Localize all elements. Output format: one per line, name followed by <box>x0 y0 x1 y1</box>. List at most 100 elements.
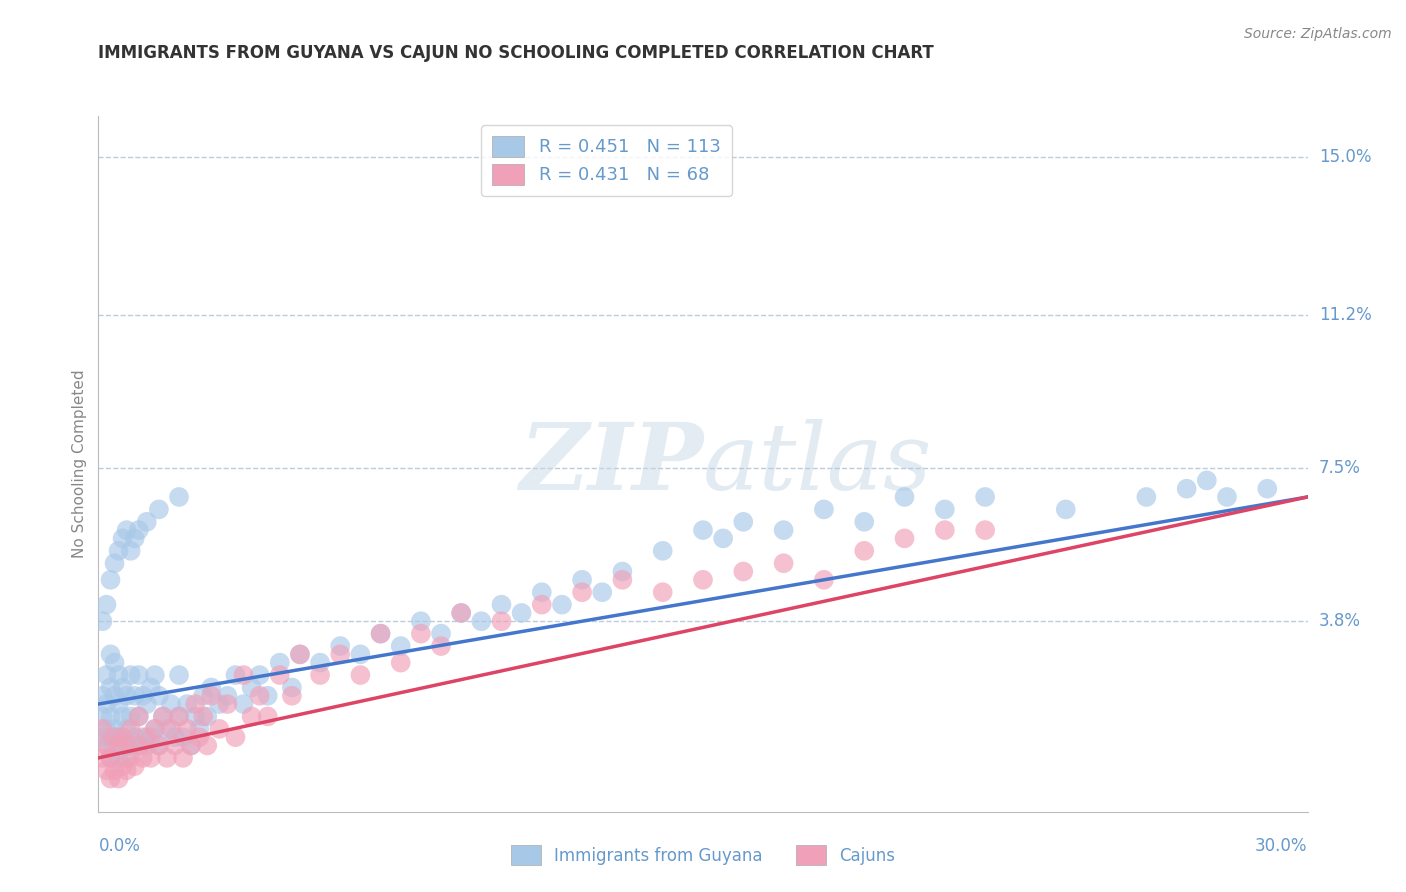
Point <box>217 689 239 703</box>
Point <box>115 689 138 703</box>
Point <box>349 648 371 662</box>
Point <box>148 739 170 753</box>
Point <box>1195 474 1218 488</box>
Point <box>813 573 835 587</box>
Point <box>91 730 114 744</box>
Point <box>96 722 118 736</box>
Point <box>152 709 174 723</box>
Point <box>934 502 956 516</box>
Point <box>135 730 157 744</box>
Point <box>139 681 162 695</box>
Point <box>491 614 513 628</box>
Point <box>115 523 138 537</box>
Point <box>591 585 613 599</box>
Text: atlas: atlas <box>703 419 932 508</box>
Point <box>156 751 179 765</box>
Point <box>530 585 553 599</box>
Point <box>692 523 714 537</box>
Point <box>256 709 278 723</box>
Point <box>103 656 125 670</box>
Point <box>450 606 472 620</box>
Point <box>135 697 157 711</box>
Point <box>143 668 166 682</box>
Point <box>409 626 432 640</box>
Point <box>107 751 129 765</box>
Point <box>156 722 179 736</box>
Point <box>329 639 352 653</box>
Point <box>120 739 142 753</box>
Point <box>733 565 755 579</box>
Point <box>188 730 211 744</box>
Point <box>813 502 835 516</box>
Text: 0.0%: 0.0% <box>98 837 141 855</box>
Point <box>115 764 138 778</box>
Point <box>692 573 714 587</box>
Point <box>96 739 118 753</box>
Point <box>148 739 170 753</box>
Point <box>193 709 215 723</box>
Point <box>107 668 129 682</box>
Point <box>103 739 125 753</box>
Point <box>111 532 134 546</box>
Point <box>120 668 142 682</box>
Point <box>224 730 246 744</box>
Point <box>135 739 157 753</box>
Point <box>128 739 150 753</box>
Point <box>100 772 122 786</box>
Point <box>163 730 186 744</box>
Point <box>100 730 122 744</box>
Point <box>1054 502 1077 516</box>
Point <box>120 722 142 736</box>
Point <box>107 730 129 744</box>
Point <box>96 668 118 682</box>
Point <box>893 532 915 546</box>
Point <box>91 751 114 765</box>
Point <box>100 709 122 723</box>
Point <box>176 722 198 736</box>
Point <box>288 648 311 662</box>
Text: 11.2%: 11.2% <box>1319 306 1371 324</box>
Point <box>288 648 311 662</box>
Point <box>184 709 207 723</box>
Point <box>120 544 142 558</box>
Point <box>893 490 915 504</box>
Point <box>195 739 218 753</box>
Point <box>430 626 453 640</box>
Point <box>124 730 146 744</box>
Point <box>409 614 432 628</box>
Point <box>167 709 190 723</box>
Point <box>224 668 246 682</box>
Point <box>470 614 492 628</box>
Text: Source: ZipAtlas.com: Source: ZipAtlas.com <box>1244 27 1392 41</box>
Point <box>128 668 150 682</box>
Point <box>240 709 263 723</box>
Point <box>128 523 150 537</box>
Point <box>208 722 231 736</box>
Point <box>167 709 190 723</box>
Point <box>135 515 157 529</box>
Point <box>100 573 122 587</box>
Point <box>329 648 352 662</box>
Point <box>128 709 150 723</box>
Point <box>172 751 194 765</box>
Point <box>111 709 134 723</box>
Point <box>491 598 513 612</box>
Point <box>571 585 593 599</box>
Point <box>1175 482 1198 496</box>
Point <box>651 585 673 599</box>
Text: IMMIGRANTS FROM GUYANA VS CAJUN NO SCHOOLING COMPLETED CORRELATION CHART: IMMIGRANTS FROM GUYANA VS CAJUN NO SCHOO… <box>98 45 934 62</box>
Point <box>107 544 129 558</box>
Point <box>370 626 392 640</box>
Point <box>195 709 218 723</box>
Point <box>167 668 190 682</box>
Point <box>180 739 202 753</box>
Point <box>193 689 215 703</box>
Point <box>232 697 254 711</box>
Point <box>370 626 392 640</box>
Point <box>450 606 472 620</box>
Point <box>772 523 794 537</box>
Point <box>111 681 134 695</box>
Point <box>100 751 122 765</box>
Point <box>96 739 118 753</box>
Point <box>733 515 755 529</box>
